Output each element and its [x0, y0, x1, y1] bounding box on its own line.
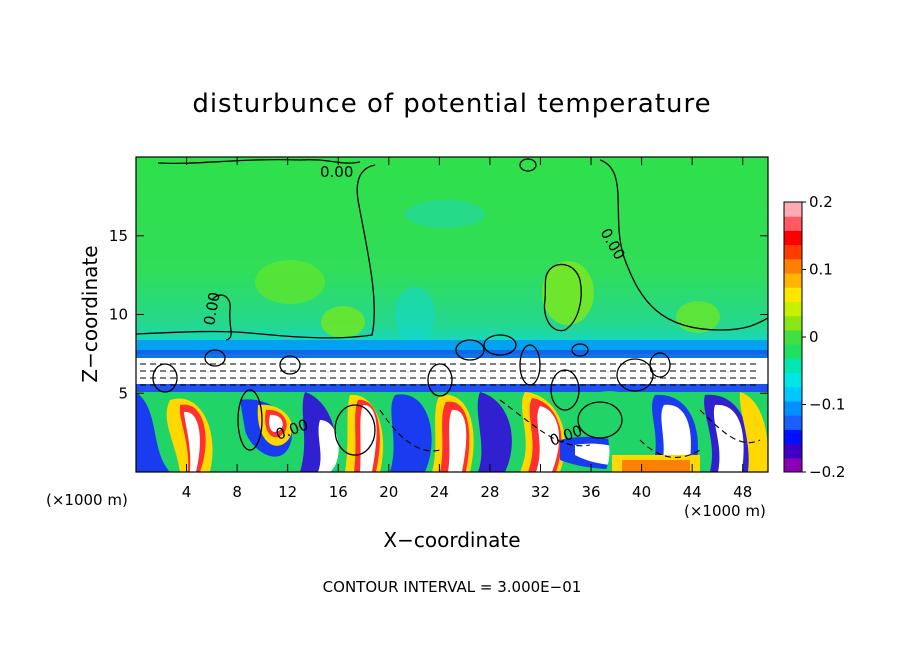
- colorbar-segment: [784, 400, 802, 416]
- chart-title: disturbunce of potential temperature: [192, 89, 711, 119]
- colorbar-tick-label: 0.1: [809, 261, 833, 279]
- colorbar-tick-label: 0.2: [809, 193, 833, 211]
- contour-label: 0.00: [200, 291, 224, 327]
- colorbar-tick-label: −0.2: [809, 463, 845, 481]
- colorbar-segment: [784, 372, 802, 388]
- colorbar-segment: [784, 386, 802, 402]
- contour-lines: [136, 158, 768, 458]
- y-axis: 5 10 15: [109, 227, 768, 402]
- contour-zero-line: [211, 294, 232, 341]
- y-tick-label: 5: [118, 384, 128, 402]
- x-tick-label: 24: [430, 483, 449, 501]
- stratosphere-field: [136, 157, 768, 362]
- colorbar-segment: [784, 329, 802, 345]
- contour-label: 0.00: [320, 163, 353, 181]
- contour-zero-line: [136, 164, 376, 339]
- warm-patch: [542, 261, 594, 325]
- contour-cell-loops: [152, 158, 671, 456]
- colorbar-segment: [784, 230, 802, 246]
- y-tick-label: 10: [109, 306, 128, 324]
- x-tick-label: 40: [632, 483, 651, 501]
- convective-plumes: [136, 391, 768, 472]
- x-tick-label: 32: [531, 483, 550, 501]
- y-tick-label: 15: [109, 227, 128, 245]
- x-tick-label: 4: [182, 483, 192, 501]
- cool-patch: [395, 287, 435, 343]
- colorbar-segment: [784, 415, 802, 430]
- x-tick-label: 8: [232, 483, 242, 501]
- contour-interval-note: CONTOUR INTERVAL = 3.000E−01: [323, 578, 582, 596]
- y-unit-label: (×1000 m): [46, 491, 128, 509]
- colorbar-segment: [784, 258, 802, 274]
- colorbar-segment: [784, 273, 802, 288]
- x-tick-label: 36: [581, 483, 600, 501]
- colorbar-segment: [784, 358, 802, 374]
- y-axis-label: Z−coordinate: [78, 245, 102, 382]
- x-tick-label: 28: [480, 483, 499, 501]
- colorbar-segment: [784, 216, 802, 231]
- cool-patch: [405, 200, 485, 228]
- colorbar-segment: [784, 315, 802, 331]
- colorbar-tick-label: 0: [809, 328, 819, 346]
- colorbar-segment: [784, 287, 802, 302]
- colorbar: 0.2 0.1 0 −0.1 −0.2: [783, 193, 845, 481]
- colorbar-tick-label: −0.1: [809, 396, 845, 414]
- x-tick-label: 48: [733, 483, 752, 501]
- colorbar-segment: [784, 301, 802, 317]
- x-tick-label: 20: [379, 483, 398, 501]
- x-tick-label: 16: [329, 483, 348, 501]
- colorbar-segment: [784, 344, 802, 359]
- colorbar-segment: [784, 429, 802, 445]
- colorbar-segment: [784, 244, 802, 260]
- cold-band: [136, 384, 768, 392]
- heatmap-field: [136, 157, 768, 472]
- tropopause-band: [136, 350, 768, 360]
- warm-patch: [676, 301, 720, 333]
- contour-zero-line: [599, 159, 768, 331]
- warm-patch: [321, 306, 365, 338]
- x-tick-label: 44: [683, 483, 702, 501]
- colorbar-segment: [784, 202, 802, 217]
- x-axis-label: X−coordinate: [383, 528, 520, 552]
- warm-patch: [255, 260, 325, 304]
- contour-zero-line: [157, 159, 361, 164]
- x-axis: 4 8 12 16 20 24 28 32 36 40 44 48: [182, 157, 752, 501]
- colorbar-segment: [784, 457, 802, 473]
- x-tick-label: 12: [278, 483, 297, 501]
- colorbar-segment: [784, 443, 802, 459]
- contour-zero-line: [543, 263, 582, 332]
- x-unit-label: (×1000 m): [684, 502, 766, 520]
